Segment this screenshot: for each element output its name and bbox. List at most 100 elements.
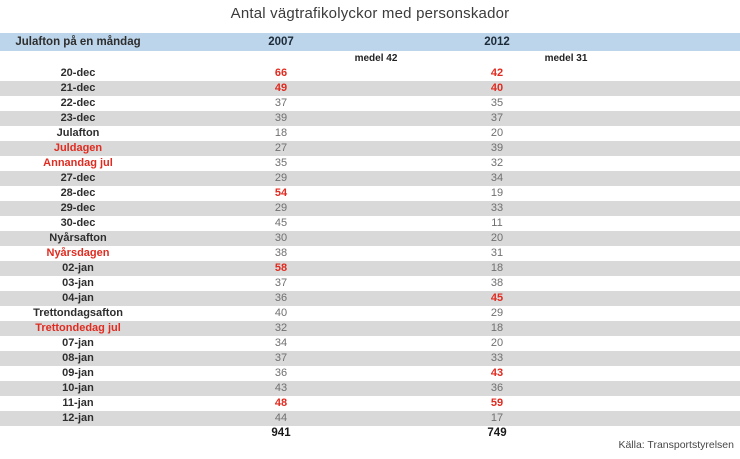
value-2007: 37 — [274, 277, 288, 289]
value-2012: 29 — [490, 307, 504, 319]
table-row: 21-dec 49 40 — [0, 81, 740, 96]
table-row: Trettondagsafton 40 29 — [0, 306, 740, 321]
value-2012: 11 — [491, 217, 503, 229]
value-2007: 43 — [274, 382, 288, 394]
value-2007: 32 — [274, 322, 288, 334]
table-totals-row: 941 749 — [0, 426, 740, 441]
table-row: 27-dec 29 34 — [0, 171, 740, 186]
table-row: 09-jan 36 43 — [0, 366, 740, 381]
row-label: 29-dec — [60, 202, 96, 214]
row-label: 03-jan — [62, 277, 94, 289]
value-2007: 34 — [274, 337, 288, 349]
row-label: 20-dec — [60, 67, 96, 79]
table-row: Nyårsdagen 38 31 — [0, 246, 740, 261]
table-body: 20-dec 66 42 21-dec 49 40 22-dec 37 35 2… — [0, 66, 740, 426]
row-label: Julafton — [56, 127, 100, 139]
value-2012: 43 — [490, 367, 504, 379]
table-row: 04-jan 36 45 — [0, 291, 740, 306]
table-row: 12-jan 44 17 — [0, 411, 740, 426]
table-row: Juldagen 27 39 — [0, 141, 740, 156]
value-2007: 44 — [274, 412, 288, 424]
value-2007: 37 — [274, 97, 288, 109]
value-2007: 29 — [274, 172, 288, 184]
row-label: Trettondagsafton — [33, 307, 123, 319]
row-label: 07-jan — [62, 337, 94, 349]
value-2012: 42 — [490, 67, 504, 79]
header-year-2012: 2012 — [484, 36, 510, 48]
table-row: 03-jan 37 38 — [0, 276, 740, 291]
value-2012: 18 — [490, 322, 504, 334]
value-2012: 17 — [490, 412, 504, 424]
row-label: 11-jan — [62, 397, 94, 409]
table-row: 28-dec 54 19 — [0, 186, 740, 201]
row-label: 12-jan — [62, 412, 94, 424]
table-row: 10-jan 43 36 — [0, 381, 740, 396]
row-label: 30-dec — [60, 217, 96, 229]
table-row: 11-jan 48 59 — [0, 396, 740, 411]
value-2012: 45 — [490, 292, 504, 304]
value-2007: 66 — [274, 67, 288, 79]
table-row: 07-jan 34 20 — [0, 336, 740, 351]
value-2012: 40 — [490, 82, 504, 94]
accidents-table: Julafton på en måndag 2007 2012 medel 42… — [0, 33, 740, 441]
value-2007: 54 — [274, 187, 288, 199]
value-2012: 20 — [490, 127, 504, 139]
value-2007: 58 — [274, 262, 288, 274]
value-2007: 27 — [274, 142, 288, 154]
row-label: Trettondedag jul — [35, 322, 121, 334]
value-2007: 48 — [274, 397, 288, 409]
value-2012: 38 — [490, 277, 504, 289]
header-year-2007: 2007 — [268, 36, 294, 48]
row-label: 22-dec — [60, 97, 96, 109]
value-2012: 20 — [490, 232, 504, 244]
value-2012: 59 — [490, 397, 504, 409]
value-2012: 18 — [490, 262, 504, 274]
table-row: Nyårsafton 30 20 — [0, 231, 740, 246]
row-label: 02-jan — [62, 262, 94, 274]
value-2012: 33 — [490, 352, 504, 364]
table-row: 22-dec 37 35 — [0, 96, 740, 111]
page-title: Antal vägtrafikolyckor med personskador — [230, 5, 510, 22]
row-label: Nyårsafton — [49, 232, 107, 244]
value-2007: 18 — [274, 127, 288, 139]
value-2012: 34 — [490, 172, 504, 184]
value-2012: 19 — [490, 187, 504, 199]
row-label: Annandag jul — [43, 157, 113, 169]
row-label: 08-jan — [62, 352, 94, 364]
value-2007: 29 — [274, 202, 288, 214]
mean-2007-label: medel 42 — [354, 53, 398, 64]
mean-2012-label: medel 31 — [544, 53, 588, 64]
table-row: 29-dec 29 33 — [0, 201, 740, 216]
row-label: 27-dec — [60, 172, 96, 184]
table-subheader-row: medel 42 medel 31 — [0, 51, 740, 66]
value-2007: 40 — [274, 307, 288, 319]
value-2007: 36 — [274, 292, 288, 304]
value-2012: 35 — [490, 97, 504, 109]
table-row: 23-dec 39 37 — [0, 111, 740, 126]
row-label: 28-dec — [60, 187, 96, 199]
row-label: Juldagen — [53, 142, 103, 154]
value-2012: 20 — [490, 337, 504, 349]
value-2007: 49 — [274, 82, 288, 94]
value-2007: 37 — [274, 352, 288, 364]
row-label: 10-jan — [62, 382, 94, 394]
value-2012: 32 — [490, 157, 504, 169]
value-2007: 35 — [274, 157, 288, 169]
value-2012: 39 — [490, 142, 504, 154]
row-label: 04-jan — [62, 292, 94, 304]
row-label: Nyårsdagen — [46, 247, 110, 259]
row-label: 21-dec — [60, 82, 96, 94]
table-row: Julafton 18 20 — [0, 126, 740, 141]
value-2007: 38 — [274, 247, 288, 259]
value-2007: 45 — [274, 217, 288, 229]
value-2007: 36 — [274, 367, 288, 379]
table-row: Annandag jul 35 32 — [0, 156, 740, 171]
table-row: 02-jan 58 18 — [0, 261, 740, 276]
source-credit: Källa: Transportstyrelsen — [618, 439, 734, 451]
header-label: Julafton på en måndag — [15, 36, 141, 48]
row-label: 09-jan — [62, 367, 94, 379]
table-header-row: Julafton på en måndag 2007 2012 — [0, 33, 740, 51]
value-2007: 39 — [274, 112, 288, 124]
value-2012: 31 — [490, 247, 504, 259]
